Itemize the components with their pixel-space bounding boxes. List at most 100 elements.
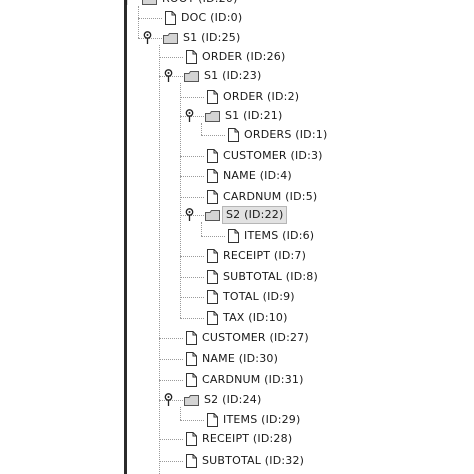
tree-node-receipt-7[interactable]: RECEIPT (ID:7) <box>0 247 474 265</box>
tree-node-label[interactable]: CUSTOMER (ID:27) <box>202 331 309 344</box>
tree-node-label[interactable]: NAME (ID:4) <box>223 169 292 182</box>
tree-node-label[interactable]: S1 (ID:23) <box>204 69 262 82</box>
tree-connector-line <box>180 277 204 278</box>
tree-node-label[interactable]: S1 (ID:25) <box>183 31 241 44</box>
tree-connector-line <box>180 256 204 257</box>
tree-node-s1-25[interactable]: S1 (ID:25) <box>0 29 474 47</box>
tree-node-label[interactable]: CUSTOMER (ID:3) <box>223 149 323 162</box>
tree-connector-line <box>159 400 183 401</box>
tree-guide-line <box>180 83 181 318</box>
tree-node-root[interactable]: ROOT (ID:20) <box>0 0 474 8</box>
panel-border <box>124 0 127 474</box>
tree-node-label[interactable]: SUBTOTAL (ID:8) <box>223 270 318 283</box>
document-icon <box>207 311 218 325</box>
tree-node-subtotal-32[interactable]: SUBTOTAL (ID:32) <box>0 452 474 470</box>
tree-guide-line <box>201 123 202 135</box>
tree-connector-line <box>180 116 204 117</box>
document-icon <box>165 11 176 25</box>
tree-connector-line <box>180 97 204 98</box>
folder-icon <box>142 0 157 5</box>
tree-node-s1-21[interactable]: S1 (ID:21) <box>0 107 474 125</box>
tree-node-order-26[interactable]: ORDER (ID:26) <box>0 48 474 66</box>
tree-node-label[interactable]: NAME (ID:30) <box>202 352 279 365</box>
tree-guide-line <box>201 222 202 236</box>
tree-node-label[interactable]: TAX (ID:10) <box>223 311 288 324</box>
expand-toggle-icon[interactable] <box>185 109 194 123</box>
tree-node-items-29[interactable]: ITEMS (ID:29) <box>0 411 474 429</box>
folder-icon <box>184 71 199 82</box>
tree-connector-line <box>180 197 204 198</box>
tree-node-tax-10[interactable]: TAX (ID:10) <box>0 309 474 327</box>
tree-node-customer-27[interactable]: CUSTOMER (ID:27) <box>0 329 474 347</box>
tree-node-label[interactable]: S2 (ID:24) <box>204 393 262 406</box>
document-icon <box>207 190 218 204</box>
tree-node-label[interactable]: ITEMS (ID:29) <box>223 413 301 426</box>
tree-node-label[interactable]: CARDNUM (ID:31) <box>202 373 304 386</box>
document-icon <box>186 432 197 446</box>
document-icon <box>207 413 218 427</box>
tree-connector-line <box>159 359 183 360</box>
tree-guide-line <box>138 6 139 38</box>
tree-node-label[interactable]: SUBTOTAL (ID:32) <box>202 454 305 467</box>
tree-connector-line <box>159 76 183 77</box>
tree-node-label[interactable]: RECEIPT (ID:7) <box>223 249 307 262</box>
document-icon <box>186 454 197 468</box>
tree-node-label[interactable]: CARDNUM (ID:5) <box>223 190 318 203</box>
tree-connector-line <box>138 18 162 19</box>
document-icon <box>207 249 218 263</box>
tree-node-label[interactable]: ORDER (ID:26) <box>202 50 286 63</box>
tree-node-s2-22[interactable]: S2 (ID:22) <box>0 206 474 224</box>
folder-icon <box>184 395 199 406</box>
tree-node-s2-24[interactable]: S2 (ID:24) <box>0 391 474 409</box>
tree-node-doc[interactable]: DOC (ID:0) <box>0 9 474 27</box>
tree-node-label[interactable]: TOTAL (ID:9) <box>223 290 295 303</box>
document-icon <box>228 229 239 243</box>
tree-node-subtotal-8[interactable]: SUBTOTAL (ID:8) <box>0 268 474 286</box>
tree-connector-line <box>180 215 204 216</box>
folder-icon <box>205 210 220 221</box>
tree-node-label[interactable]: DOC (ID:0) <box>181 11 243 24</box>
tree-connector-line <box>180 156 204 157</box>
tree-node-name-30[interactable]: NAME (ID:30) <box>0 350 474 368</box>
tree-connector-line <box>201 135 225 136</box>
tree-connector-line <box>159 439 183 440</box>
tree-connector-line <box>201 236 225 237</box>
expand-toggle-icon[interactable] <box>164 69 173 83</box>
document-icon <box>186 373 197 387</box>
document-icon <box>207 270 218 284</box>
tree-node-label[interactable]: ITEMS (ID:6) <box>244 229 315 242</box>
expand-toggle-icon[interactable] <box>122 0 131 6</box>
expand-toggle-icon[interactable] <box>143 31 152 45</box>
tree-node-cardnum-5[interactable]: CARDNUM (ID:5) <box>0 188 474 206</box>
document-icon <box>207 290 218 304</box>
tree-node-label[interactable]: S1 (ID:21) <box>225 109 283 122</box>
expand-toggle-icon[interactable] <box>185 208 194 222</box>
document-icon <box>207 149 218 163</box>
tree-node-items-6[interactable]: ITEMS (ID:6) <box>0 227 474 245</box>
tree-connector-line <box>159 338 183 339</box>
tree-node-label[interactable]: S2 (ID:22) <box>222 206 288 224</box>
tree-node-label[interactable]: ORDERS (ID:1) <box>244 128 328 141</box>
tree-node-order-2[interactable]: ORDER (ID:2) <box>0 88 474 106</box>
tree-guide-line <box>180 407 181 420</box>
tree-node-customer-3[interactable]: CUSTOMER (ID:3) <box>0 147 474 165</box>
tree-node-receipt-28[interactable]: RECEIPT (ID:28) <box>0 430 474 448</box>
document-icon <box>228 128 239 142</box>
tree-connector-line <box>138 38 162 39</box>
tree-node-label[interactable]: RECEIPT (ID:28) <box>202 432 293 445</box>
tree-node-name-4[interactable]: NAME (ID:4) <box>0 167 474 185</box>
expand-toggle-icon[interactable] <box>164 393 173 407</box>
folder-icon <box>205 111 220 122</box>
tree-node-total-9[interactable]: TOTAL (ID:9) <box>0 288 474 306</box>
tree-node-label[interactable]: ROOT (ID:20) <box>159 0 241 8</box>
tree-node-orders-1[interactable]: ORDERS (ID:1) <box>0 126 474 144</box>
tree-connector-line <box>159 380 183 381</box>
document-icon <box>186 50 197 64</box>
tree-node-label[interactable]: ORDER (ID:2) <box>223 90 300 103</box>
tree-node-s1-23[interactable]: S1 (ID:23) <box>0 67 474 85</box>
tree-node-cardnum-31[interactable]: CARDNUM (ID:31) <box>0 371 474 389</box>
document-icon <box>207 169 218 183</box>
document-icon <box>186 331 197 345</box>
tree-connector-line <box>180 318 204 319</box>
